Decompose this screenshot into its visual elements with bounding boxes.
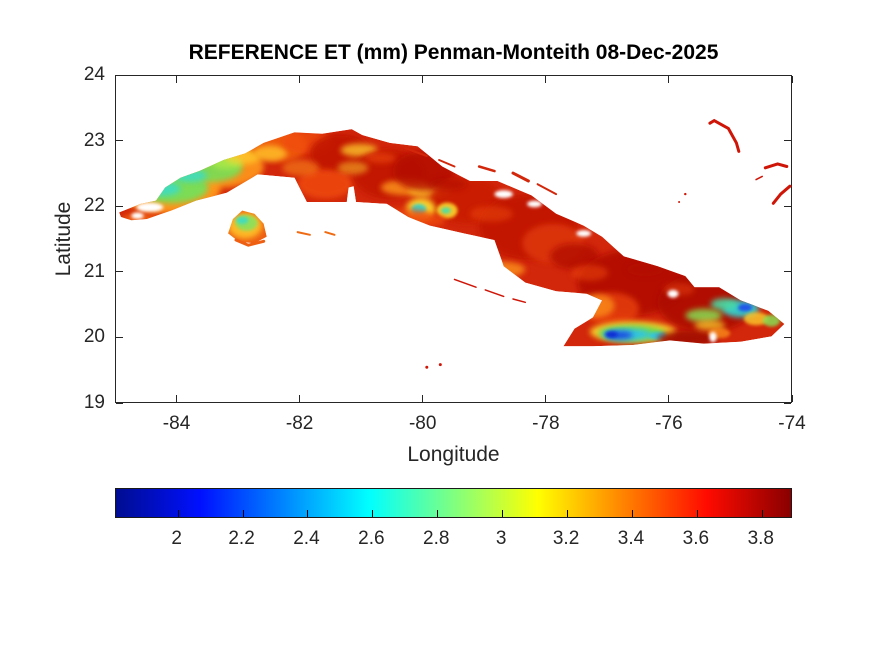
colorbar-tick-label: 2.8	[423, 528, 450, 549]
colorbar-tick-label: 3.6	[682, 528, 710, 549]
islet-dot	[684, 192, 687, 196]
islet-dot	[438, 363, 442, 367]
x-tick-label: -84	[162, 413, 191, 434]
colorbar-tick-label: 3.2	[552, 528, 580, 549]
colorbar-tick-mark	[307, 510, 309, 517]
y-tick-label: 21	[83, 260, 105, 282]
colorbar-tick-label: 3	[495, 528, 507, 549]
colorbar-tick-mark	[567, 510, 569, 517]
cay-fragment	[763, 162, 789, 170]
colorbar	[115, 488, 792, 518]
colorbar-tick-mark	[242, 510, 244, 517]
x-axis-label: Longitude	[407, 443, 500, 466]
colorbar-tick-label: 2.6	[358, 528, 385, 549]
x-tick-label: -74	[778, 413, 806, 434]
colorbar-tick-mark	[177, 510, 179, 517]
x-tick-mark	[791, 395, 793, 402]
y-tick-mark	[116, 74, 123, 76]
cay-fragment	[234, 238, 266, 247]
colorbar-tick-label: 3.8	[747, 528, 774, 549]
islet-dot	[678, 201, 681, 203]
y-tick-mark	[116, 402, 123, 404]
y-tick-mark	[116, 271, 123, 273]
y-tick-label: 19	[83, 392, 105, 413]
y-tick-mark-right	[784, 271, 791, 273]
cay-fragment	[404, 147, 428, 157]
y-tick-mark-right	[784, 336, 791, 338]
y-tick-label: 20	[83, 326, 105, 348]
x-tick-label: -76	[655, 413, 683, 434]
x-tick-mark-top	[299, 76, 301, 83]
y-tick-mark-right	[784, 140, 791, 142]
cay-fragment	[324, 231, 336, 236]
colorbar-tick-label: 2.2	[228, 528, 255, 549]
y-tick-mark-right	[784, 402, 791, 404]
cay-fragment	[296, 231, 311, 236]
x-tick-label: -78	[532, 413, 560, 434]
y-tick-label: 24	[83, 64, 105, 85]
colorbar-tick-mark	[372, 510, 374, 517]
colorbar-tick-mark	[696, 510, 698, 517]
y-tick-label: 22	[83, 195, 105, 217]
colorbar-tick-label: 3.4	[617, 528, 645, 549]
x-tick-mark-top	[791, 76, 793, 83]
cuba-et-heatmap	[119, 118, 792, 369]
islet-dot	[425, 365, 429, 369]
x-tick-label: -82	[285, 413, 314, 434]
x-tick-mark-top	[422, 76, 424, 83]
y-tick-label: 23	[83, 129, 105, 151]
colorbar-tick-mark	[502, 510, 504, 517]
cay-fragment	[453, 278, 477, 288]
cay-fragment	[708, 118, 741, 153]
colorbar-tick-label: 2.4	[293, 528, 320, 549]
x-tick-mark-top	[176, 76, 178, 83]
y-tick-mark	[116, 140, 123, 142]
cay-fragment	[512, 298, 527, 304]
x-tick-label: -80	[408, 413, 437, 434]
y-tick-mark-right	[784, 205, 791, 207]
y-tick-mark-right	[784, 74, 791, 76]
cay-fragment	[438, 159, 456, 168]
colorbar-tick-label: 2	[171, 528, 182, 549]
plot-axes	[115, 75, 792, 403]
cay-fragment	[484, 289, 505, 298]
x-tick-mark	[668, 395, 670, 402]
colorbar-tick-mark	[631, 510, 633, 517]
x-tick-mark	[299, 395, 301, 402]
y-tick-mark	[116, 336, 123, 338]
island-raster	[119, 129, 785, 347]
x-tick-mark-top	[545, 76, 547, 83]
colorbar-tick-mark	[761, 510, 763, 517]
x-tick-mark	[545, 395, 547, 402]
y-tick-mark	[116, 205, 123, 207]
cay-fragment	[771, 184, 792, 205]
cay-fragment	[511, 171, 530, 183]
cay-fragment	[755, 175, 763, 181]
chart-title: REFERENCE ET (mm) Penman-Monteith 08-Dec…	[188, 41, 719, 64]
cay-fragment	[477, 165, 496, 173]
cay-fragment	[536, 183, 558, 196]
x-tick-mark-top	[668, 76, 670, 83]
x-tick-mark	[422, 395, 424, 402]
x-tick-mark	[176, 395, 178, 402]
colorbar-tick-mark	[437, 510, 439, 517]
